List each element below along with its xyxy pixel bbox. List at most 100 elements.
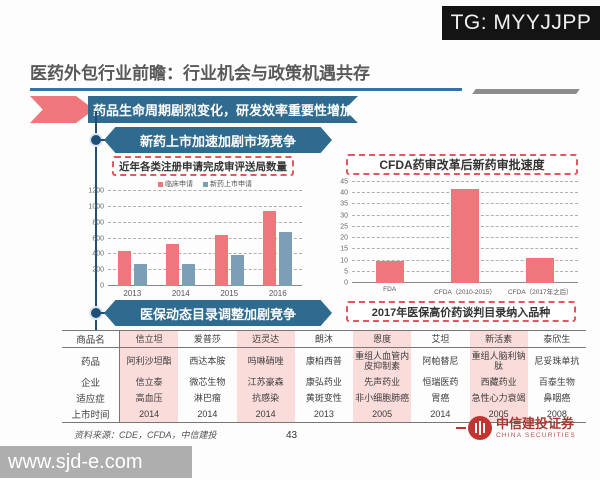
table-cell: 2008 bbox=[546, 408, 567, 419]
bar-新药上市申请-2014 bbox=[182, 263, 196, 286]
table-cell: 2013 bbox=[313, 408, 334, 419]
tg-overlay-badge: TG: MYYJJPP bbox=[442, 6, 600, 40]
table-cell: 爱普莎 bbox=[193, 333, 221, 344]
timeline-vertical-line bbox=[95, 111, 97, 330]
legend-label: 临床申请 bbox=[165, 181, 193, 188]
table-cell: 西藏药业 bbox=[469, 374, 528, 390]
table-cell: 康柏西普 bbox=[305, 355, 342, 366]
table-cell: 高血压 bbox=[120, 390, 179, 406]
row-header: 商品名 bbox=[62, 331, 120, 347]
table-cell: 先声药业 bbox=[353, 374, 412, 390]
table-cell: 江苏豪森 bbox=[236, 374, 295, 390]
bar-新药审批速度-CFDA（2010-2015） bbox=[450, 188, 479, 283]
y-axis-tick: 45 bbox=[340, 178, 348, 186]
table-cell: 淋巴瘤 bbox=[193, 392, 221, 403]
y-axis-tick: 200 bbox=[92, 266, 104, 274]
citic-logo-icon bbox=[468, 416, 492, 440]
logo-rule bbox=[456, 427, 466, 429]
bar-新药上市申请-2013 bbox=[133, 263, 147, 286]
right-bar-chart: 0 5 10 15 20 25 30 35 40 45 FDA CFDA（2010-2015） CFDA… bbox=[340, 179, 578, 296]
table-row: 商品名 信立坦 爱普莎 迈灵达 朗沐 恩度 艾坦 新活素 泰欣生 bbox=[62, 331, 586, 348]
data-source-note: 资料来源：CDE，CFDA，中信建投 bbox=[74, 430, 217, 440]
y-axis-tick: 40 bbox=[340, 189, 348, 197]
x-axis-label: CFDA（2017年之后） bbox=[507, 289, 573, 296]
table-cell: 泰欣生 bbox=[543, 333, 571, 344]
legend-label: 新药上市申请 bbox=[210, 181, 252, 188]
row-header: 适应症 bbox=[62, 390, 120, 406]
page-title: 医药外包行业前瞻：行业机会与政策机遇共存 bbox=[30, 64, 370, 83]
section2-banner: 医保动态目录调整加剧竞争 bbox=[104, 300, 332, 326]
table-cell: 恒瑞医药 bbox=[422, 376, 459, 387]
watermark: www.sjd-e.com bbox=[0, 446, 192, 478]
x-axis-label: 2016 bbox=[268, 289, 287, 298]
table-cell: 微芯生物 bbox=[189, 376, 226, 387]
y-axis-tick: 800 bbox=[92, 219, 104, 227]
brand-name-en: CHINA SECURITIES bbox=[496, 431, 576, 439]
y-axis-tick: 10 bbox=[340, 257, 348, 265]
table-cell: 信立坦 bbox=[120, 331, 179, 347]
table-cell: 鼻咽癌 bbox=[543, 392, 571, 403]
table-row: 适应症 高血压 淋巴瘤 抗感染 黄斑变性 非小细胞肺癌 胃癌 急性心力衰竭 鼻咽癌 bbox=[62, 390, 586, 406]
table-cell: 阿帕替尼 bbox=[422, 355, 459, 366]
title-underline-blue bbox=[30, 88, 462, 91]
y-axis-tick: 30 bbox=[340, 212, 348, 220]
table-cell: 西达本胺 bbox=[189, 355, 226, 366]
table-cell: 2014 bbox=[430, 408, 451, 419]
x-axis-label: 2015 bbox=[220, 289, 239, 298]
table-cell: 尼妥珠单抗 bbox=[534, 355, 580, 366]
y-axis-tick: 600 bbox=[92, 235, 104, 242]
bar-新药上市申请-2015 bbox=[230, 255, 244, 286]
bar-新药审批速度-FDA bbox=[375, 260, 404, 283]
table-cell: 迈灵达 bbox=[236, 331, 295, 347]
section1-banner: 新药上市加速加剧市场竞争 bbox=[104, 127, 332, 153]
table-cell: 2014 bbox=[197, 408, 218, 419]
drug-table: 商品名 信立坦 爱普莎 迈灵达 朗沐 恩度 艾坦 新活素 泰欣生 药品 阿利沙坦酯 西达本胺 吗啉硝唑康… bbox=[62, 330, 586, 423]
left-chart-legend: 临床申请 新药上市申请 bbox=[108, 179, 302, 189]
timeline-connector bbox=[97, 139, 107, 141]
table-cell: 吗啉硝唑 bbox=[236, 348, 295, 374]
table-cell: 急性心力衰竭 bbox=[469, 390, 528, 406]
table-cell: 2005 bbox=[353, 406, 412, 422]
y-axis-tick: 0 bbox=[344, 279, 348, 287]
table-cell: 康弘药业 bbox=[305, 376, 342, 387]
timeline-connector bbox=[97, 312, 107, 314]
x-axis-label: FDA bbox=[383, 286, 397, 293]
gridline: 200 bbox=[92, 267, 302, 274]
left-chart-title: 近年各类注册申请完成审评送局数量 bbox=[112, 156, 294, 176]
brand-name-cn: 中信建投证券 bbox=[496, 416, 575, 432]
table-row: 药品 阿利沙坦酯 西达本胺 吗啉硝唑 康柏西普 重组人血管内皮抑制素 阿帕替尼 重组人脑利钠肽… bbox=[62, 348, 586, 374]
row-header: 企业 bbox=[62, 374, 120, 390]
legend-item: 临床申请 bbox=[158, 179, 193, 189]
table-cell: 朗沐 bbox=[314, 333, 333, 344]
row-header: 药品 bbox=[62, 348, 120, 374]
x-axis-label: CFDA（2010-2015） bbox=[434, 289, 496, 296]
gridline: 0 bbox=[100, 283, 302, 290]
y-axis-tick: 5 bbox=[344, 268, 348, 276]
table-cell: 抗感染 bbox=[236, 390, 295, 406]
y-axis-tick: 0 bbox=[100, 282, 104, 290]
table-cell: 胃癌 bbox=[431, 392, 450, 403]
title-underline-gray bbox=[472, 89, 580, 94]
y-axis-tick: 35 bbox=[340, 200, 348, 208]
table-cell: 恩度 bbox=[353, 331, 412, 347]
bar-临床申请-2016 bbox=[263, 210, 277, 286]
gridline: 800 bbox=[92, 219, 302, 226]
y-axis-tick: 20 bbox=[340, 234, 348, 242]
main-banner: 药品生命周期剧烈变化，研发效率重要性增加 bbox=[88, 96, 358, 123]
legend-swatch-icon bbox=[158, 181, 163, 187]
gridline: 1200 bbox=[88, 188, 302, 195]
table-cell: 2014 bbox=[120, 406, 179, 422]
page-number: 43 bbox=[286, 430, 298, 441]
y-axis-tick: 1000 bbox=[88, 203, 104, 211]
y-axis-tick: 25 bbox=[340, 223, 348, 231]
table-cell: 艾坦 bbox=[431, 333, 450, 344]
bar-临床申请-2013 bbox=[117, 251, 131, 286]
legend-swatch-icon bbox=[203, 181, 208, 187]
row-header: 上市时间 bbox=[62, 406, 120, 422]
bar-临床申请-2015 bbox=[214, 234, 228, 286]
bar-新药上市申请-2016 bbox=[279, 232, 293, 286]
gridline: 1000 bbox=[88, 203, 302, 210]
gridline: 45 bbox=[340, 179, 578, 186]
right-chart-title: CFDA药审改革后新药审批速度 bbox=[346, 154, 578, 175]
